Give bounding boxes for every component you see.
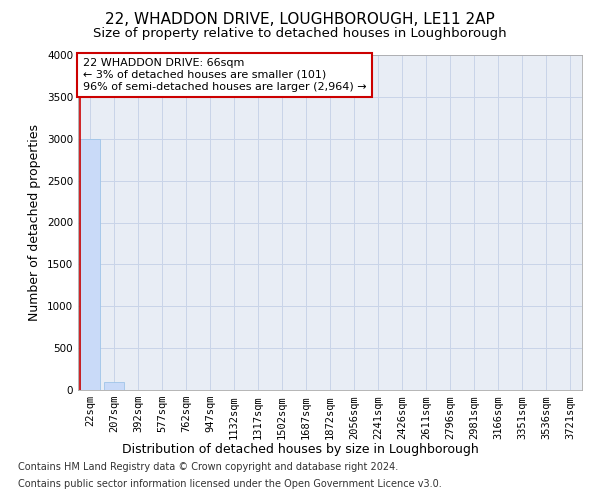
Text: 22 WHADDON DRIVE: 66sqm
← 3% of detached houses are smaller (101)
96% of semi-de: 22 WHADDON DRIVE: 66sqm ← 3% of detached… (83, 58, 367, 92)
Bar (80, 138, 100, 390)
Text: Contains HM Land Registry data © Crown copyright and database right 2024.: Contains HM Land Registry data © Crown c… (18, 462, 398, 472)
Text: Contains public sector information licensed under the Open Government Licence v3: Contains public sector information licen… (18, 479, 442, 489)
Text: Distribution of detached houses by size in Loughborough: Distribution of detached houses by size … (122, 442, 478, 456)
Y-axis label: Number of detached properties: Number of detached properties (28, 124, 41, 321)
Text: Size of property relative to detached houses in Loughborough: Size of property relative to detached ho… (93, 28, 507, 40)
Text: 22, WHADDON DRIVE, LOUGHBOROUGH, LE11 2AP: 22, WHADDON DRIVE, LOUGHBOROUGH, LE11 2A… (105, 12, 495, 28)
Bar (104, 382, 124, 390)
